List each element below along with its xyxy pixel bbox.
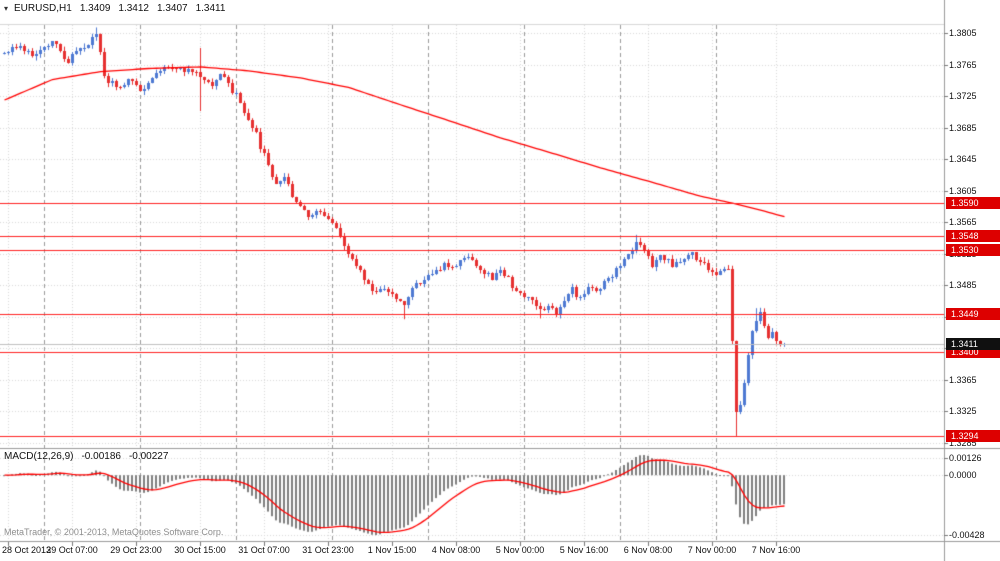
- mt4-chart-window: ▾ EURUSD,H1 1.3409 1.3412 1.3407 1.3411 …: [0, 0, 1000, 561]
- chart-canvas[interactable]: [0, 0, 1000, 561]
